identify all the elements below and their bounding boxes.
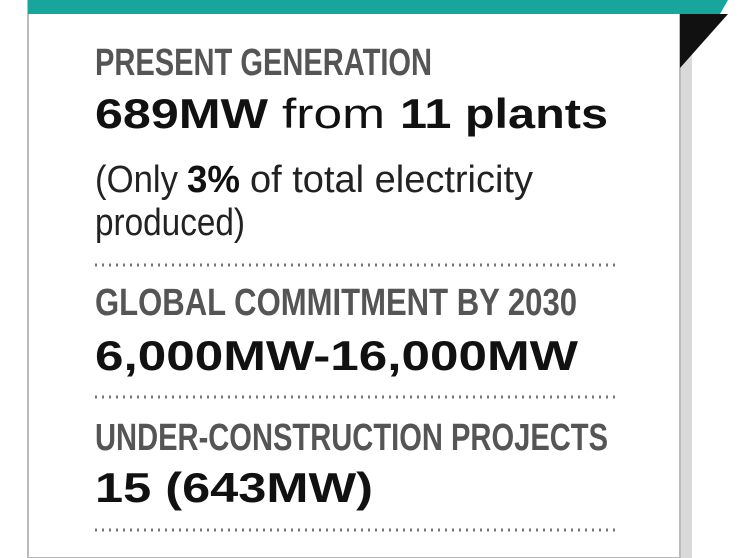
heading: PRESENT GENERATION (95, 42, 432, 84)
value: 15 (643MW) (95, 464, 373, 511)
note: (Only (95, 159, 178, 201)
value: 11 plants (400, 90, 608, 137)
top-band (28, 0, 728, 14)
note-value: 3% (187, 159, 240, 201)
card (27, 0, 681, 558)
card-shadow (680, 0, 692, 558)
value-text: from (282, 90, 385, 137)
heading: UNDER-CONSTRUCTION PROJECTS (95, 417, 608, 459)
note: produced) (95, 202, 245, 244)
fold-triangle (680, 14, 728, 68)
value: 689MW (95, 90, 268, 137)
value: 6,000MW-16,000MW (95, 332, 578, 379)
heading: GLOBAL COMMITMENT BY 2030 (95, 282, 577, 324)
note: of total electricity (250, 159, 533, 201)
